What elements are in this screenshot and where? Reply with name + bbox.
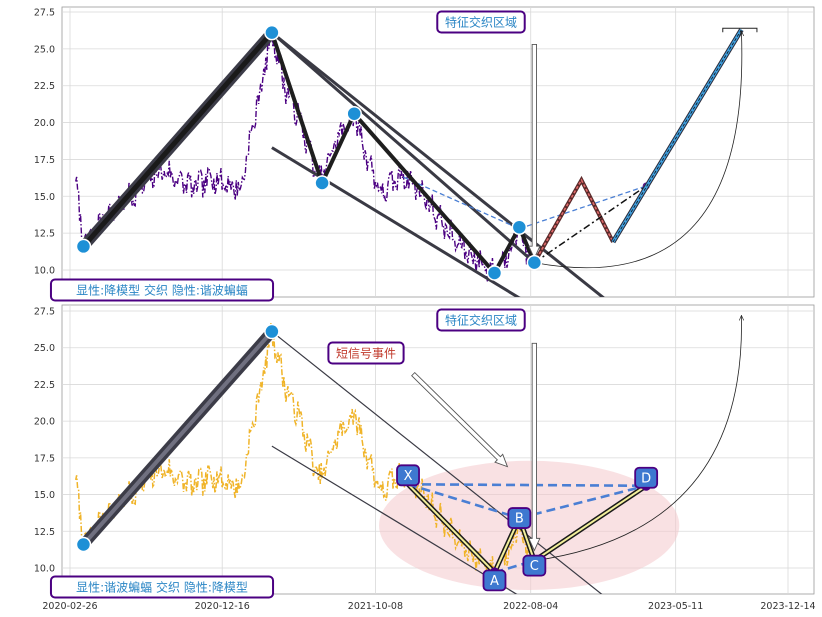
channel-line bbox=[270, 31, 605, 297]
pattern-point-text: X bbox=[404, 469, 413, 484]
legend-label-text: 显性:降模型 交织 隐性:谐波蝙蝠 bbox=[76, 282, 248, 297]
bottom-panel: 10.0 12.5 15.0 17.5 20.0 22.5 25.0 27.5 2020-02… bbox=[34, 304, 816, 612]
signal-label-box bbox=[327, 341, 405, 365]
zigzag-leg bbox=[320, 112, 357, 184]
pattern-point-text: D bbox=[641, 471, 651, 486]
y-tick-label: 10.0 bbox=[34, 266, 55, 277]
y-tick-label: 25.0 bbox=[34, 343, 55, 354]
pivot-marker bbox=[346, 105, 362, 122]
channel-line bbox=[271, 331, 603, 594]
top-grid bbox=[62, 7, 814, 297]
pivot-marker bbox=[526, 254, 543, 271]
pattern-diagonal bbox=[407, 483, 520, 520]
vertical-arrow bbox=[528, 342, 541, 552]
pattern-point-label-c: C bbox=[522, 554, 547, 577]
zigzag-leg bbox=[269, 32, 324, 184]
legend-label: 显性:降模型 交织 隐性:谐波蝙蝠 bbox=[49, 278, 275, 302]
projection-zigzag bbox=[533, 178, 614, 264]
curved-arrow bbox=[534, 315, 741, 562]
y-tick-label: 12.5 bbox=[34, 229, 55, 240]
signal-label-text: 短信号事件 bbox=[336, 346, 396, 360]
region-label-box bbox=[436, 308, 526, 332]
region-label-box bbox=[436, 10, 526, 34]
pivot-marker bbox=[511, 219, 528, 235]
pivot-marker bbox=[264, 323, 280, 340]
y-tick-label: 10.0 bbox=[34, 564, 55, 575]
pattern-point-text: A bbox=[490, 574, 499, 589]
pivot-marker bbox=[75, 536, 92, 553]
y-tick-label: 20.0 bbox=[34, 118, 55, 129]
vertical-arrow bbox=[528, 43, 541, 260]
pattern-point-text: B bbox=[515, 512, 524, 527]
pattern-point-label-a: A bbox=[482, 569, 507, 592]
x-tick-labels: 2020-02-26 2020-12-16 2021-10-08 2022-08-04… bbox=[42, 601, 815, 612]
y-tick-label: 15.0 bbox=[34, 192, 55, 203]
pattern-point-box bbox=[522, 554, 547, 577]
channel-line bbox=[270, 31, 536, 264]
y-tick-label: 27.5 bbox=[34, 8, 55, 19]
pattern-point-label-d: D bbox=[634, 466, 659, 489]
legend-label-box bbox=[49, 278, 275, 302]
pattern-point-box bbox=[634, 466, 659, 489]
top-panel: 10.0 12.5 15.0 17.5 20.0 22.5 25.0 27.5 特征交织区域显… bbox=[34, 6, 815, 302]
target-bracket bbox=[722, 27, 758, 33]
y-tick-label: 22.5 bbox=[34, 380, 55, 391]
projection-blue-dash bbox=[612, 29, 742, 243]
region-label-text: 特征交织区域 bbox=[445, 312, 517, 327]
dashed-guide-line bbox=[403, 176, 520, 230]
y-tick-label: 15.0 bbox=[34, 490, 55, 501]
legend-label-box bbox=[49, 575, 275, 599]
x-tick-label: 2023-05-11 bbox=[648, 601, 703, 612]
zigzag-leg bbox=[81, 30, 274, 249]
y-tick-label: 20.0 bbox=[34, 417, 55, 428]
y-tick-label: 17.5 bbox=[34, 453, 55, 464]
x-tick-label: 2020-02-26 bbox=[42, 601, 97, 612]
x-tick-label: 2021-10-08 bbox=[348, 601, 403, 612]
legend-label-text: 显性:谐波蝙蝠 交织 隐性:降模型 bbox=[76, 579, 248, 594]
pattern-diagonal bbox=[519, 484, 647, 520]
channel-line bbox=[271, 146, 521, 297]
pattern-point-label-b: B bbox=[507, 507, 532, 529]
curved-arrow bbox=[534, 31, 742, 269]
pivot-marker bbox=[75, 238, 92, 255]
zigzag-leg bbox=[352, 112, 496, 275]
pattern-leg bbox=[533, 484, 647, 562]
pattern-point-label-x: X bbox=[396, 464, 420, 487]
y-tick-label: 12.5 bbox=[34, 527, 55, 538]
pivot-marker bbox=[264, 24, 280, 41]
pattern-point-box bbox=[507, 507, 532, 529]
pattern-point-box bbox=[482, 569, 507, 592]
bottom-y-tick-labels: 10.0 12.5 15.0 17.5 20.0 22.5 25.0 27.5 bbox=[34, 307, 55, 575]
pivot-marker bbox=[486, 265, 503, 281]
legend-label: 显性:谐波蝙蝠 交织 隐性:降模型 bbox=[49, 575, 275, 599]
signal-arrow bbox=[411, 371, 509, 468]
pattern-point-box bbox=[396, 464, 420, 487]
zigzag-leg bbox=[492, 226, 522, 274]
thick-leg bbox=[81, 330, 274, 546]
dashed-guide-line bbox=[519, 185, 647, 230]
pattern-diagonal bbox=[408, 482, 647, 488]
x-tick-label: 2022-08-04 bbox=[503, 601, 558, 612]
pattern-point-text: C bbox=[530, 559, 539, 574]
y-tick-label: 25.0 bbox=[34, 44, 55, 55]
signal-label: 短信号事件 bbox=[327, 341, 405, 365]
y-tick-label: 27.5 bbox=[34, 307, 55, 318]
top-chart-content bbox=[75, 24, 758, 297]
region-label: 特征交织区域 bbox=[436, 308, 526, 332]
region-label: 特征交织区域 bbox=[436, 10, 526, 34]
x-tick-label: 2020-12-16 bbox=[195, 601, 250, 612]
pivot-marker bbox=[314, 175, 330, 191]
y-tick-label: 22.5 bbox=[34, 81, 55, 92]
x-tick-label: 2023-12-14 bbox=[760, 601, 815, 612]
pattern-leg bbox=[407, 483, 496, 574]
top-y-tick-labels: 10.0 12.5 15.0 17.5 20.0 22.5 25.0 27.5 bbox=[34, 8, 55, 277]
top-plot-frame bbox=[61, 6, 815, 298]
y-tick-label: 17.5 bbox=[34, 155, 55, 166]
region-label-text: 特征交织区域 bbox=[445, 14, 517, 29]
